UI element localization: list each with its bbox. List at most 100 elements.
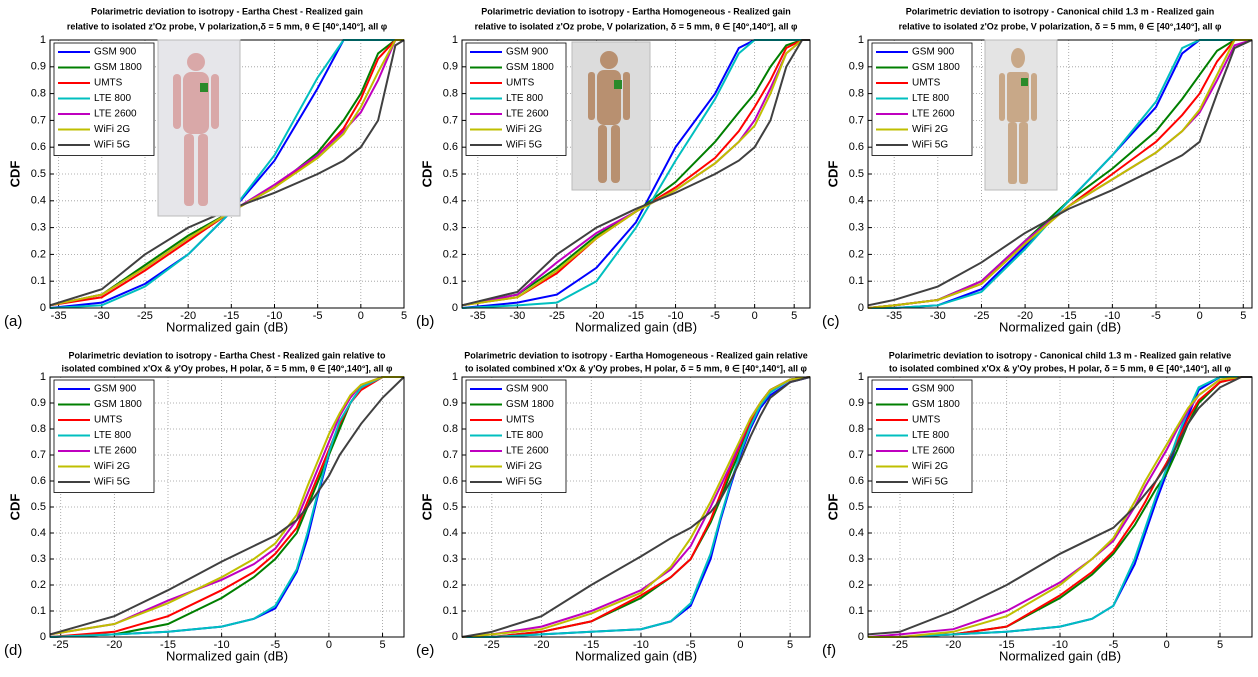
y-tick-label: 0.3 [443, 222, 458, 234]
chart-title: Polarimetric deviation to isotropy - Ear… [91, 6, 363, 16]
y-tick-label: 0.2 [849, 579, 864, 591]
cdf-line [49, 39, 404, 307]
legend-label: LTE 2600 [506, 446, 549, 457]
cdf-line [461, 39, 810, 307]
legend-label: LTE 800 [94, 93, 131, 104]
x-tick-label: -20 [589, 310, 605, 322]
x-tick-label: -35 [470, 310, 486, 322]
cdf-line [49, 376, 405, 636]
y-tick-label: 0.4 [849, 195, 864, 207]
y-tick-label: 0.5 [31, 501, 46, 513]
chart-title: relative to isolated z'Oz probe, V polar… [899, 21, 1222, 31]
legend-label: UMTS [94, 415, 123, 426]
x-tick-label: -20 [534, 639, 550, 651]
cdf-line [461, 39, 810, 307]
y-tick-label: 0.3 [849, 222, 864, 234]
body-model-image [984, 39, 1058, 191]
panel-label: (f) [822, 642, 836, 659]
x-tick-label: -5 [1151, 310, 1161, 322]
legend-label: GSM 1800 [506, 62, 554, 73]
x-axis-label: Normalized gain (dB) [999, 648, 1121, 663]
legend: GSM 900 GSM 1800 UMTS LTE 800 LTE 2600 WiFi 2… [465, 42, 567, 156]
x-tick-label: 0 [737, 639, 743, 651]
x-tick-label: -25 [484, 639, 500, 651]
y-tick-label: 0.9 [443, 61, 458, 73]
cdf-line [867, 39, 1253, 307]
y-tick-label: 0.2 [849, 248, 864, 260]
panel-label: (d) [4, 642, 22, 659]
panel-label: (c) [822, 313, 840, 330]
y-tick-label: 0.4 [443, 195, 458, 207]
cdf-line [868, 376, 1252, 638]
x-tick-label: 0 [1197, 310, 1203, 322]
legend-label: LTE 2600 [506, 109, 549, 120]
legend: GSM 900 GSM 1800 UMTS LTE 800 LTE 2600 WiFi 2… [53, 379, 155, 493]
x-tick-label: -25 [53, 639, 69, 651]
axes-frame [867, 376, 1253, 638]
x-tick-label: 5 [401, 310, 407, 322]
legend-label: GSM 900 [912, 47, 955, 58]
cdf-line [461, 376, 811, 638]
legend-label: GSM 900 [912, 384, 955, 395]
plots: Polarimetric deviation to isotropy - Ear… [4, 6, 1253, 663]
chart-panel: Polarimetric deviation to isotropy - Ear… [4, 350, 405, 663]
y-tick-label: 1 [40, 34, 46, 46]
legend-label: WiFi 5G [912, 477, 948, 488]
legend-label: LTE 2600 [912, 446, 955, 457]
x-tick-label: -20 [180, 310, 196, 322]
x-tick-label: -5 [1108, 639, 1118, 651]
chart-title: Polarimetric deviation to isotropy - Ear… [464, 350, 808, 360]
legend-label: WiFi 5G [506, 140, 542, 151]
y-tick-label: 0.8 [849, 88, 864, 100]
panel-label: (a) [4, 313, 22, 330]
y-tick-label: 0.2 [443, 579, 458, 591]
y-tick-label: 0 [452, 631, 458, 643]
legend-label: UMTS [506, 78, 535, 89]
y-tick-label: 0.5 [31, 168, 46, 180]
x-tick-label: -25 [892, 639, 908, 651]
y-tick-label: 0.9 [31, 61, 46, 73]
x-tick-label: -20 [106, 639, 122, 651]
cdf-line [868, 376, 1252, 638]
chart-title: relative to isolated z'Oz probe, V polar… [67, 21, 388, 31]
x-tick-label: -5 [686, 639, 696, 651]
chart-title: Polarimetric deviation to isotropy - Can… [906, 6, 1215, 16]
x-tick-label: -15 [628, 310, 644, 322]
y-tick-label: 0.1 [443, 605, 458, 617]
y-tick-label: 0.7 [849, 449, 864, 461]
chart-title: Polarimetric deviation to isotropy - Ear… [481, 6, 791, 16]
x-tick-label: 5 [1240, 310, 1246, 322]
y-tick-label: 0 [40, 302, 46, 314]
x-tick-label: -15 [160, 639, 176, 651]
legend-label: GSM 1800 [912, 62, 960, 73]
y-tick-label: 0.1 [31, 605, 46, 617]
y-tick-label: 0.8 [443, 423, 458, 435]
cdf-line [49, 376, 404, 636]
x-tick-label: -25 [974, 310, 990, 322]
y-tick-label: 0.2 [443, 248, 458, 260]
x-tick-label: -15 [223, 310, 239, 322]
y-tick-label: 0.1 [849, 605, 864, 617]
legend-label: WiFi 5G [94, 140, 130, 151]
legend-label: LTE 2600 [94, 109, 137, 120]
x-axis-label: Normalized gain (dB) [999, 319, 1121, 334]
legend-label: UMTS [912, 415, 941, 426]
x-tick-label: 0 [358, 310, 364, 322]
y-tick-label: 0.4 [31, 195, 46, 207]
x-tick-label: -10 [668, 310, 684, 322]
y-tick-label: 0.3 [443, 553, 458, 565]
legend-label: LTE 2600 [94, 446, 137, 457]
legend-label: GSM 1800 [506, 399, 554, 410]
legend-label: UMTS [912, 78, 941, 89]
body-model-image [157, 39, 241, 217]
cdf-line [867, 39, 1252, 309]
legend: GSM 900 GSM 1800 UMTS LTE 800 LTE 2600 WiFi 2… [465, 379, 567, 493]
y-tick-label: 0.4 [31, 527, 46, 539]
y-tick-label: 0.6 [443, 475, 458, 487]
legend-label: GSM 900 [94, 47, 137, 58]
y-tick-label: 1 [40, 371, 46, 383]
cdf-line [461, 39, 810, 307]
legend-label: GSM 900 [506, 47, 549, 58]
y-tick-label: 0.4 [443, 527, 458, 539]
legend-label: WiFi 2G [94, 124, 130, 135]
